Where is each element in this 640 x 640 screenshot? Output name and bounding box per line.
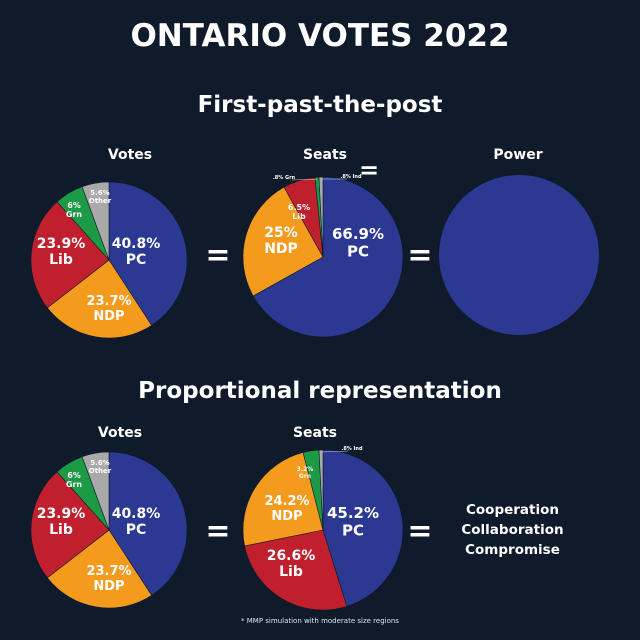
slice-label-other: 5.6% Other (89, 189, 112, 205)
equals-sign-fptp-2: = (407, 238, 433, 273)
pie-slice-pc (322, 449, 404, 607)
slice-label-grn: 6% Grn (66, 201, 83, 219)
slice-label-grn: 3.2% Grn (297, 466, 314, 480)
outcome-line-cooperation: Cooperation (465, 502, 559, 518)
pie-slice-lib (30, 471, 110, 579)
slice-label-pc: 40.8% PC (112, 506, 161, 538)
chart-label-fptp-votes: Votes (107, 147, 153, 163)
outcome-text: Cooperation Collaboration Compromise (440, 500, 585, 560)
slice-label-lib: 23.9% Lib (37, 506, 86, 538)
slice-label-ind: .8% Ind (340, 174, 362, 180)
pie-chart-pr-seats: 45.2% PC 26.6% Lib 24.2% NDP 3.2% Grn .8% Ind (242, 446, 404, 611)
slice-label-grn: .8% Grn (273, 175, 296, 181)
slice-label-lib: 6.5% Lib (288, 203, 310, 221)
pie-slice-ndp (46, 259, 153, 339)
section-title-fptp: First-past-the-post (197, 92, 443, 118)
chart-label-pr-seats: Seats (292, 425, 338, 441)
outcome-line-compromise: Compromise (465, 542, 560, 558)
pie-slice-lib (30, 201, 110, 309)
slice-label-ndp: 24.2% NDP (264, 494, 309, 524)
pie-slice-ndp (242, 186, 324, 297)
slice-label-ind: .8% Ind (341, 446, 363, 452)
slice-label-lib: 26.6% Lib (267, 548, 316, 580)
leader-line-ind (321, 450, 349, 453)
chart-label-fptp-seats: Seats (302, 147, 348, 163)
pie-chart-fptp-seats: 66.9% PC 25% NDP 6.5% Lib .8% Grn .8% Ind (242, 174, 404, 338)
slice-label-pc: 40.8% PC (112, 236, 161, 268)
pie-slice-pc (439, 175, 599, 335)
slice-label-pc: 45.2% PC (327, 504, 379, 539)
chart-label-pr-votes: Votes (97, 425, 143, 441)
slice-label-grn: 6% Grn (66, 471, 83, 489)
footnote: * MMP simulation with moderate size regi… (241, 617, 399, 625)
slice-label-lib: 23.9% Lib (37, 236, 86, 268)
pie-slice-other (81, 181, 110, 261)
equals-sign-fptp-top: = (358, 156, 380, 184)
slice-label-other: 5.6% Other (89, 459, 112, 475)
equals-sign-fptp-1: = (205, 238, 231, 273)
outcome-line-collaboration: Collaboration (461, 522, 564, 538)
pie-slice-ind (318, 449, 324, 531)
pie-slice-pc (252, 176, 404, 338)
chart-label-fptp-power: Power (493, 147, 543, 163)
equals-sign-pr-2: = (407, 514, 433, 549)
leader-line-grn (291, 178, 318, 181)
section-title-pr: Proportional representation (138, 378, 502, 404)
pie-slice-other (81, 451, 110, 531)
slice-label-ndp: 23.7% NDP (86, 564, 131, 594)
pie-slice-ind (318, 176, 324, 258)
slice-label-ndp: 25% NDP (264, 225, 298, 257)
pie-slice-ndp (242, 452, 324, 547)
slice-label-pc: 66.9% PC (332, 225, 384, 260)
pie-chart-fptp-power (439, 175, 599, 335)
equals-sign-pr-1: = (205, 514, 231, 549)
pie-slice-lib (244, 529, 348, 611)
slice-label-ndp: 23.7% NDP (86, 294, 131, 324)
main-title: ONTARIO VOTES 2022 (130, 18, 510, 54)
pie-slice-ndp (46, 529, 153, 609)
